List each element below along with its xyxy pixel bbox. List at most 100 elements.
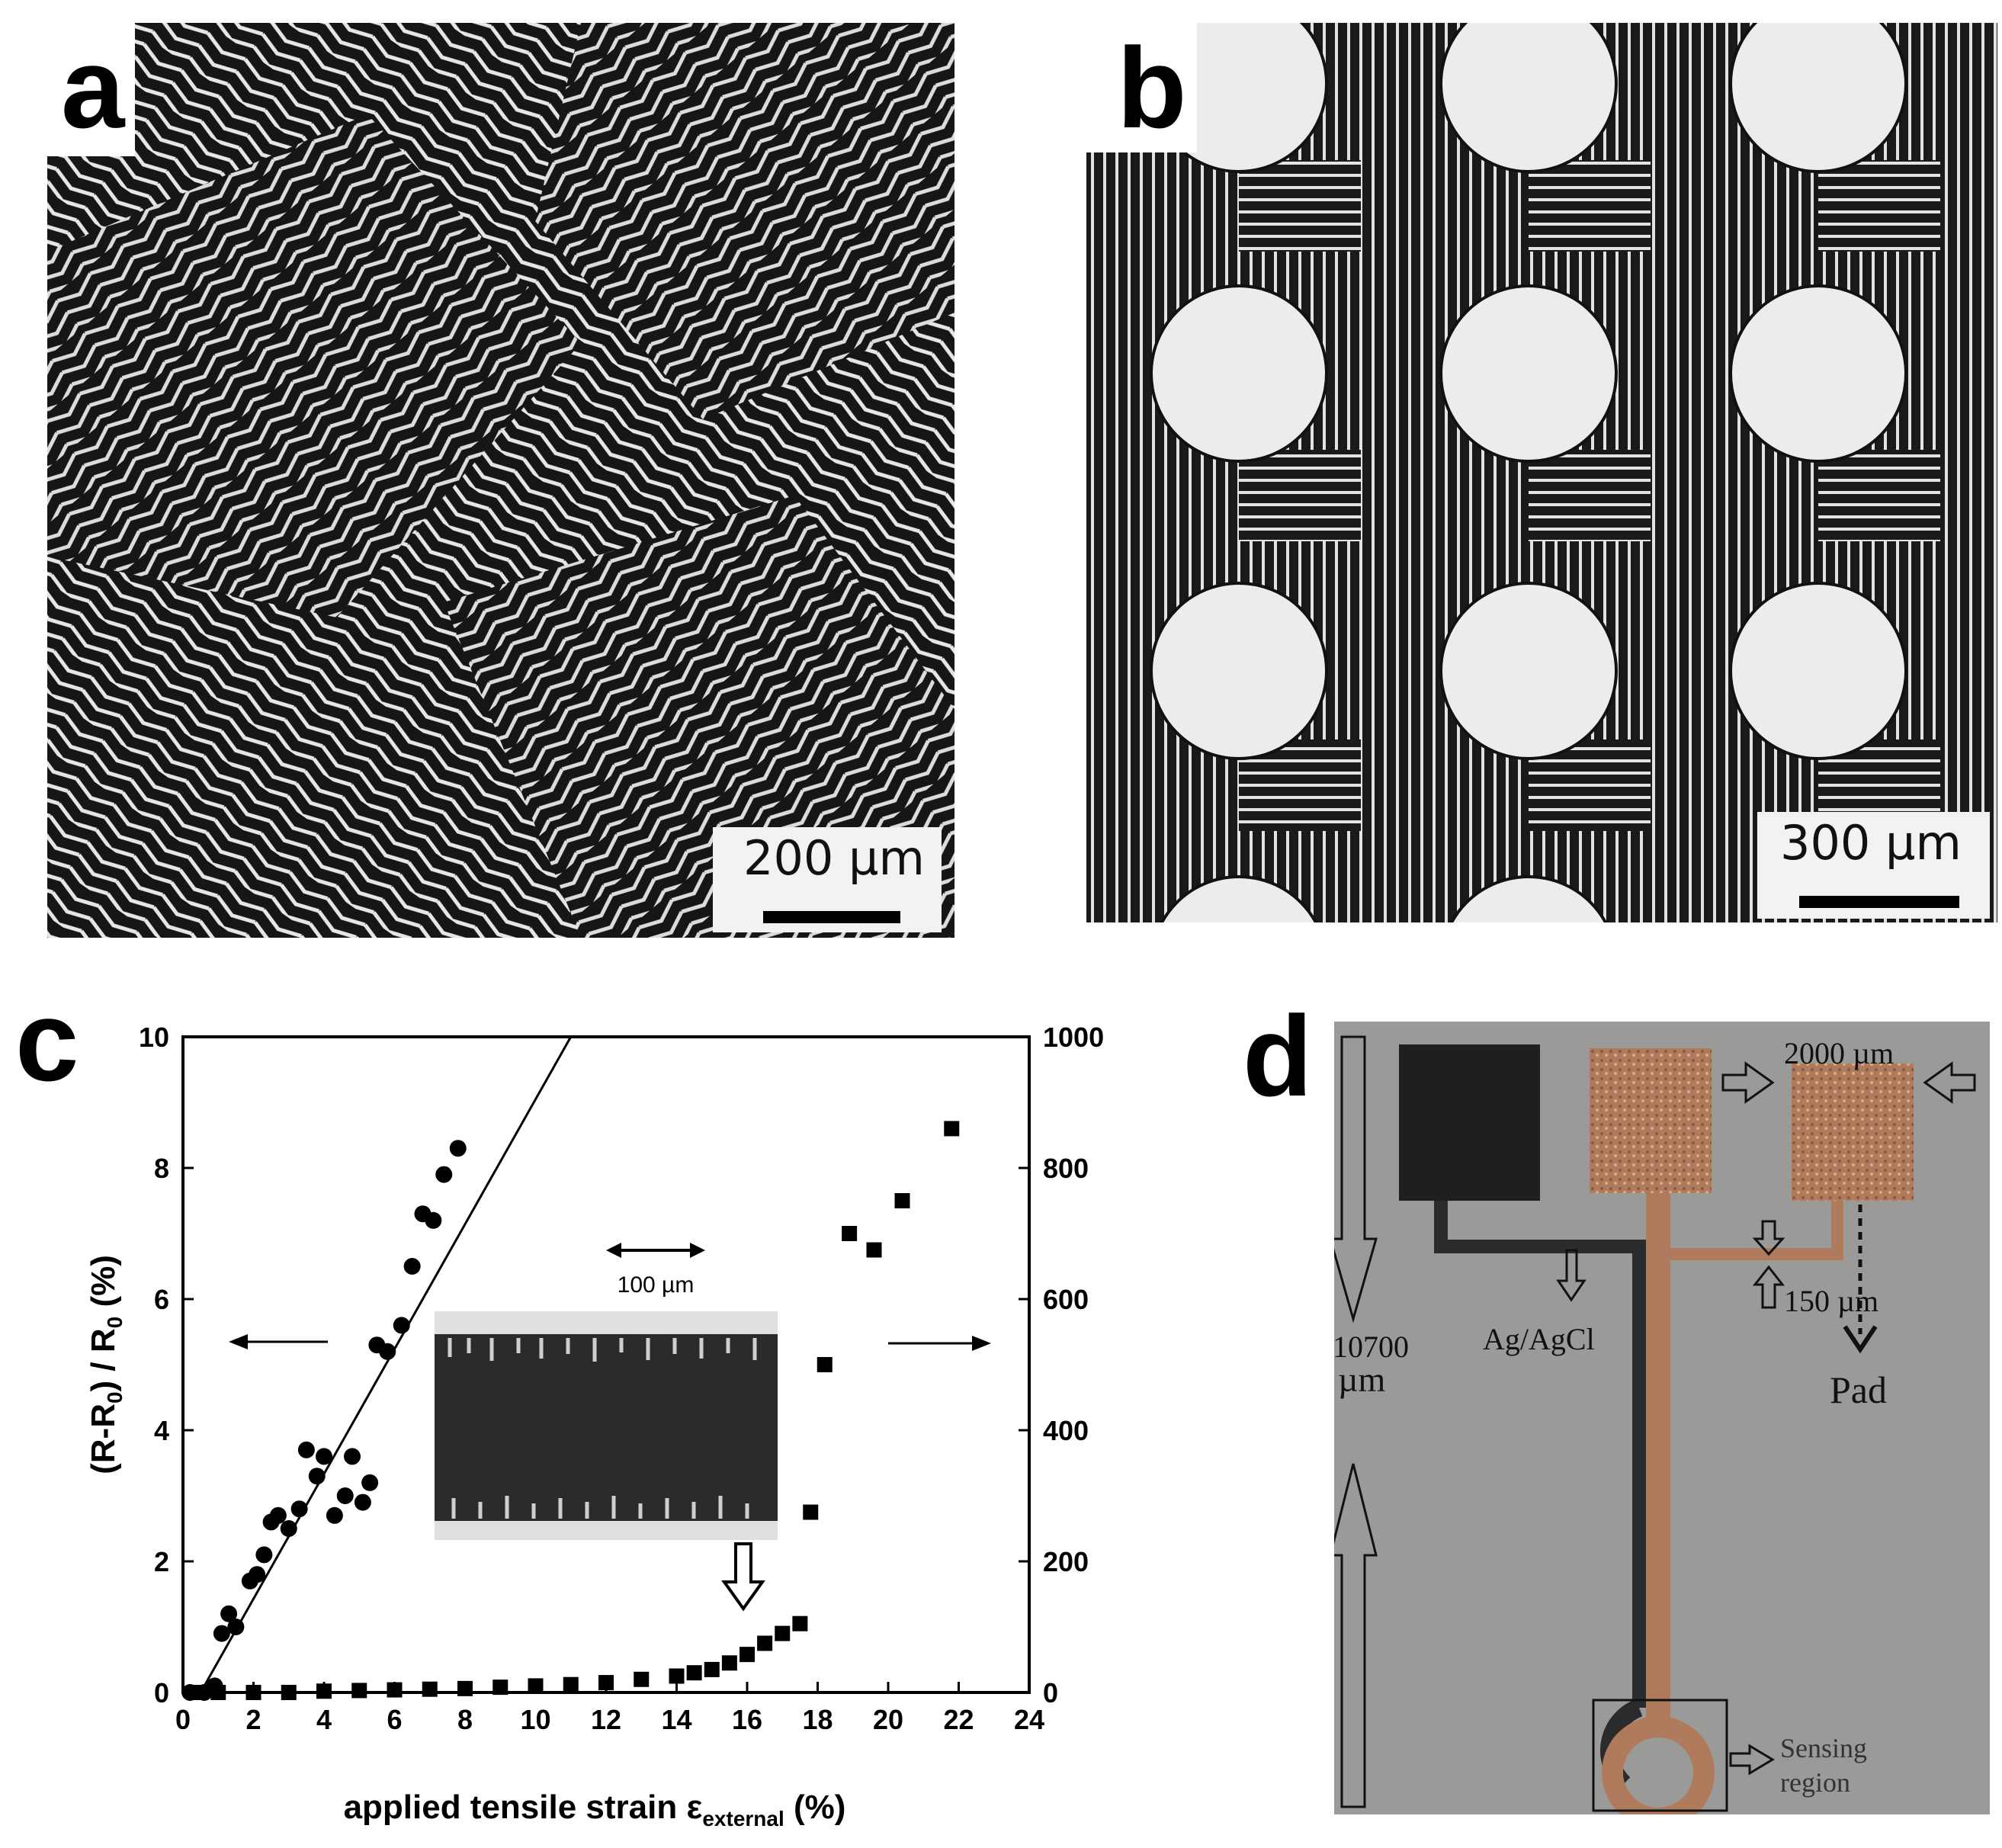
x-tick-label: 4 [316,1704,332,1735]
x-tick-label: 12 [591,1704,621,1735]
x-tick-label: 10 [520,1704,550,1735]
x-tick-label: 0 [175,1704,191,1735]
panel-label-b: b [1117,24,1187,152]
data-point-circle [220,1605,238,1622]
data-point-circle [361,1474,379,1491]
hole [1449,875,1608,922]
data-point-circle [435,1166,453,1183]
left-axis-arrow [229,1334,328,1349]
copper-branch [1658,1201,1843,1260]
sensing-label-line2: region [1780,1767,1850,1798]
sensing-ring [1602,1716,1715,1814]
copper-pad-1 [1590,1048,1712,1193]
data-point-square [775,1625,791,1641]
data-point-square [704,1661,720,1677]
data-point-circle [326,1506,343,1524]
copper-pad-2 [1792,1064,1914,1201]
data-point-circle [425,1211,442,1229]
data-point-circle [344,1448,361,1465]
data-point-square [316,1683,332,1699]
data-point-square [351,1683,367,1699]
sensor-photo: 2000 µm 150 µm 10700 µm Ag/AgCl Pad Sens… [1334,1022,1990,1814]
pad-width-arrow-left [1721,1061,1775,1104]
hole [1439,284,1618,463]
hole [1150,284,1328,463]
y-right-tick-label: 0 [1043,1677,1058,1708]
y-left-tick-label: 10 [139,1022,169,1053]
sensing-label-line1: Sensing [1780,1733,1867,1763]
data-point-circle [316,1448,332,1465]
data-point-circle [213,1625,230,1642]
length-value-label: 10700 [1334,1330,1409,1364]
data-point-square [457,1680,473,1696]
x-tick-label: 2 [245,1704,261,1735]
data-point-circle [308,1468,326,1485]
data-point-square [866,1242,882,1258]
wrinkle-pattern-svg [47,23,954,938]
inset-scale-label: 100 µm [618,1272,695,1298]
scale-bar-label: 200 µm [743,830,925,886]
data-point-square [792,1615,808,1631]
data-point-circle [403,1258,421,1275]
y-axis-left-label: (R-R0) / R0 (%) [85,1255,127,1474]
inset-scale-arrow [606,1243,705,1258]
x-tick-label: 8 [457,1704,473,1735]
data-point-square [210,1685,226,1700]
length-arrow-top [1334,1035,1378,1323]
y-left-tick-label: 6 [154,1284,169,1315]
x-tick-label: 24 [1014,1704,1044,1735]
linear-fit-line [199,1036,573,1693]
x-axis-ticks: 0 2 4 6 8 10 12 14 16 18 20 22 24 [175,1682,1044,1735]
x-tick-label: 18 [802,1704,833,1735]
data-point-square [894,1193,910,1208]
length-unit-label: µm [1338,1360,1386,1399]
y-right-tick-label: 200 [1043,1546,1089,1577]
data-point-circle [249,1566,266,1583]
data-point-square [422,1681,438,1697]
track-width-label: 150 µm [1784,1284,1878,1318]
data-point-square [563,1676,579,1692]
data-point-square [492,1680,509,1696]
pad-arrow [1843,1205,1878,1354]
length-arrow-bottom [1334,1463,1378,1808]
panel-label-d: d [1243,992,1313,1120]
data-point-circle [255,1546,273,1564]
sensing-region-box [1592,1699,1728,1812]
hole [1729,284,1907,463]
data-point-square [721,1655,737,1671]
x-tick-label: 20 [873,1704,903,1735]
scale-bar-b: 300 µm [1757,812,1990,919]
hole [1729,582,1907,760]
scale-bar-line [1799,896,1959,908]
down-arrow [721,1542,765,1612]
data-point-square [803,1504,819,1520]
agagcl-arrow [1556,1249,1587,1302]
data-point-square [245,1685,261,1700]
panel-label-a: a [61,24,125,152]
data-point-circle [379,1343,396,1360]
x-tick-label: 22 [943,1704,974,1735]
data-point-square [634,1671,650,1687]
data-point-square [528,1678,544,1694]
data-point-square [757,1635,773,1651]
data-point-circle [227,1619,245,1635]
scale-bar-a: 200 µm [713,827,942,932]
data-point-square [842,1226,858,1241]
hole-array [1150,23,1907,922]
patterned-wrinkle-svg [1086,23,1997,922]
y-right-tick-label: 600 [1043,1284,1089,1315]
agagcl-label: Ag/AgCl [1483,1322,1595,1356]
y-axis-right-label: (R-R0) / R0 (%) [1141,1255,1144,1474]
track-width-arrow-up [1752,1265,1785,1309]
data-point-square [817,1357,833,1372]
inset-micrograph [435,1311,778,1540]
pad-width-label: 2000 µm [1784,1036,1894,1070]
data-point-square [740,1647,755,1663]
sem-image-patterned-wrinkles [1086,23,1997,922]
data-point-square [281,1685,297,1700]
data-point-square [387,1682,403,1698]
agagcl-pad [1399,1044,1540,1201]
data-point-square [598,1675,614,1691]
data-point-circle [393,1317,410,1334]
